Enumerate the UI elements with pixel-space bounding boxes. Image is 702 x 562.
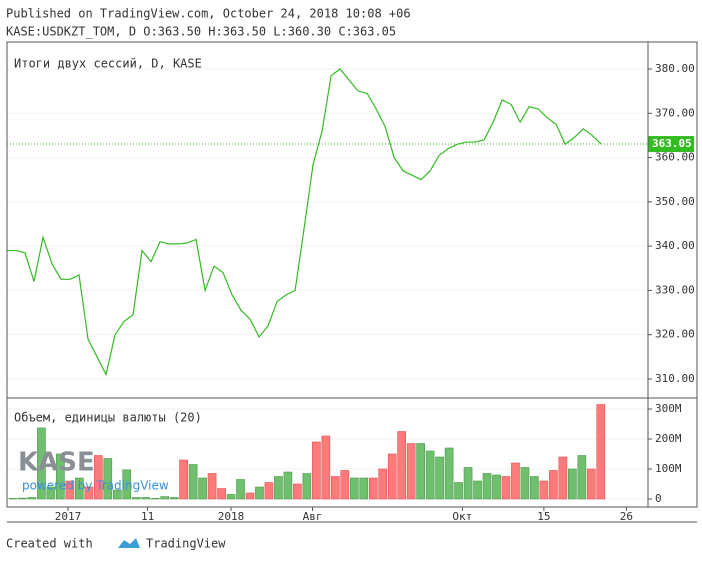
y-tick-label: 100M xyxy=(655,462,682,475)
volume-bar xyxy=(406,443,416,500)
y-tick-label: 320.00 xyxy=(655,328,695,341)
y-tick-label: 340.00 xyxy=(655,239,695,252)
volume-bar xyxy=(274,476,283,500)
volume-bar xyxy=(103,458,113,500)
y-tick-label: 310.00 xyxy=(655,372,695,385)
volume-bar xyxy=(37,427,46,500)
volume-bar xyxy=(425,450,435,500)
x-tick-label: 15 xyxy=(537,510,550,523)
volume-bar xyxy=(511,462,520,500)
brand-icon xyxy=(118,538,140,548)
volume-bar xyxy=(160,496,169,500)
volume-bar xyxy=(236,479,245,500)
last-price-label: 363.05 xyxy=(652,137,692,150)
volume-bar xyxy=(378,468,388,500)
volume-bar xyxy=(340,470,350,500)
volume-bar xyxy=(27,497,37,500)
last-price-tag xyxy=(648,136,694,153)
x-tick-label: 2017 xyxy=(55,510,82,523)
y-tick-label: 370.00 xyxy=(655,106,695,119)
x-tick-label: 2018 xyxy=(218,510,245,523)
x-tick-label: Авг xyxy=(303,510,323,523)
volume-bar xyxy=(359,477,369,500)
volume-bar xyxy=(131,497,141,500)
volume-bar xyxy=(188,464,198,500)
volume-bar xyxy=(577,455,587,500)
volume-bar xyxy=(226,494,236,500)
volume-bar xyxy=(349,477,359,500)
volume-bar xyxy=(283,471,293,500)
volume-bar xyxy=(387,453,397,500)
volume-bar xyxy=(245,492,255,500)
volume-bar xyxy=(549,470,558,500)
volume-bar xyxy=(435,456,444,500)
volume-bar xyxy=(492,474,501,500)
volume-bar xyxy=(112,489,122,500)
volume-bar xyxy=(444,447,454,500)
volume-bar xyxy=(18,497,27,500)
volume-bar xyxy=(397,431,407,500)
volume-bar xyxy=(330,476,340,500)
volume-bar xyxy=(293,483,302,500)
volume-bar xyxy=(568,468,577,500)
volume-bar xyxy=(501,476,511,500)
volume-bar xyxy=(93,455,103,500)
volume-bar xyxy=(75,477,84,500)
volume-bar xyxy=(368,477,378,500)
volume-bar xyxy=(463,467,473,500)
volume-bar xyxy=(179,459,188,500)
volume-bar xyxy=(530,476,539,500)
volume-bar xyxy=(198,477,207,500)
volume-bar xyxy=(596,404,606,500)
volume-bar xyxy=(46,486,56,500)
volume-bar xyxy=(255,486,264,500)
volume-bar xyxy=(302,473,312,500)
pane-title: Итоги двух сессий, D, KASE xyxy=(14,57,202,71)
y-tick-label: 360.00 xyxy=(655,151,695,164)
header-line: Published on TradingView.com, October 24… xyxy=(6,7,411,21)
volume-bar xyxy=(321,435,331,500)
volume-bar xyxy=(416,443,425,500)
x-tick-label: 11 xyxy=(141,510,154,523)
volume-bar xyxy=(141,497,151,500)
volume-bar xyxy=(84,486,94,500)
volume-bar xyxy=(454,482,463,500)
price-line xyxy=(7,68,602,377)
volume-bar xyxy=(122,469,132,500)
volume-bar xyxy=(56,453,65,500)
volume-bar xyxy=(217,488,226,500)
volume-bar xyxy=(264,482,274,500)
volume-bar xyxy=(473,480,482,500)
brand-link[interactable]: TradingView xyxy=(146,537,226,551)
frame xyxy=(6,41,698,508)
volume-bar xyxy=(312,441,321,500)
volume-bar xyxy=(482,473,492,500)
volume-bar xyxy=(150,498,160,500)
y-tick-label: 350.00 xyxy=(655,195,695,208)
footer-text: Created with xyxy=(6,537,93,551)
volume-bar xyxy=(558,456,568,500)
watermark-powered: powered by TradingView xyxy=(22,479,169,493)
pane-title: Объем, единицы валюты (20) xyxy=(14,411,202,425)
y-tick-label: 200M xyxy=(655,432,682,445)
volume-bar xyxy=(586,468,596,500)
volume-bar xyxy=(520,467,530,500)
volume-bar xyxy=(169,497,179,500)
volume-bar xyxy=(539,480,549,500)
y-tick-label: 300M xyxy=(655,402,682,415)
watermark-logo: KASE xyxy=(18,448,95,478)
y-tick-label: 330.00 xyxy=(655,283,695,296)
y-tick-label: 0 xyxy=(655,492,662,505)
volume-bar xyxy=(8,498,18,500)
y-tick-label: 380.00 xyxy=(655,62,695,75)
volume-bar xyxy=(65,480,75,500)
x-tick-label: 26 xyxy=(620,510,633,523)
x-tick-label: Окт xyxy=(452,510,472,523)
volume-bar xyxy=(207,473,217,500)
header-line: KASE:USDKZT_TOM, D O:363.50 H:363.50 L:3… xyxy=(6,25,396,39)
